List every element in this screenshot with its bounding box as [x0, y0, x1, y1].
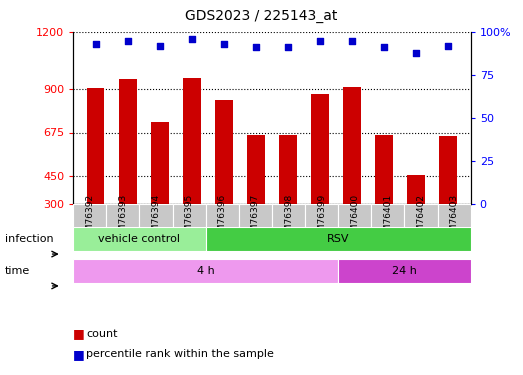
Bar [343, 87, 361, 204]
Point [316, 38, 324, 44]
Bar [438, 204, 471, 232]
Point [155, 43, 164, 49]
Point [380, 44, 389, 50]
Bar [247, 135, 265, 204]
Text: infection: infection [5, 234, 54, 244]
Text: GSM76392: GSM76392 [85, 194, 94, 243]
Bar [140, 204, 173, 232]
Bar [376, 135, 393, 204]
Point [348, 38, 356, 44]
Bar [183, 78, 201, 204]
Text: GDS2023 / 225143_at: GDS2023 / 225143_at [185, 9, 338, 23]
Bar [407, 175, 425, 204]
Text: GSM76402: GSM76402 [416, 194, 426, 243]
Bar [206, 227, 471, 251]
Point [188, 36, 196, 42]
Text: count: count [86, 329, 118, 339]
Point [220, 41, 228, 47]
Bar [338, 259, 471, 283]
Bar [215, 100, 233, 204]
Text: GSM76400: GSM76400 [350, 194, 359, 243]
Bar [311, 94, 329, 204]
Text: GSM76393: GSM76393 [118, 194, 128, 243]
Text: GSM76395: GSM76395 [185, 194, 194, 243]
Text: GSM76397: GSM76397 [251, 194, 260, 243]
Point [412, 50, 420, 55]
Bar [305, 204, 338, 232]
Bar [404, 204, 438, 232]
Text: 24 h: 24 h [392, 266, 417, 276]
Bar [338, 204, 371, 232]
Point [444, 43, 452, 49]
Text: GSM76403: GSM76403 [450, 194, 459, 243]
Point [92, 41, 100, 47]
Text: GSM76399: GSM76399 [317, 194, 326, 243]
Bar [87, 88, 105, 204]
Text: RSV: RSV [327, 234, 349, 244]
Text: GSM76396: GSM76396 [218, 194, 227, 243]
Text: time: time [5, 266, 30, 276]
Bar [439, 136, 457, 204]
Point [123, 38, 132, 44]
Text: GSM76398: GSM76398 [284, 194, 293, 243]
Bar [106, 204, 140, 232]
Text: GSM76401: GSM76401 [383, 194, 392, 243]
Text: GSM76394: GSM76394 [152, 194, 161, 243]
Text: 4 h: 4 h [197, 266, 214, 276]
Bar [73, 259, 338, 283]
Bar [173, 204, 206, 232]
Text: ■: ■ [73, 348, 85, 361]
Text: ■: ■ [73, 327, 85, 340]
Point [284, 44, 292, 50]
Bar [279, 135, 297, 204]
Text: vehicle control: vehicle control [98, 234, 180, 244]
Bar [119, 79, 137, 204]
Point [252, 44, 260, 50]
Bar [371, 204, 404, 232]
Bar [239, 204, 272, 232]
Bar [73, 227, 206, 251]
Bar [151, 122, 168, 204]
Bar [272, 204, 305, 232]
Bar [206, 204, 239, 232]
Bar [73, 204, 106, 232]
Text: percentile rank within the sample: percentile rank within the sample [86, 350, 274, 359]
